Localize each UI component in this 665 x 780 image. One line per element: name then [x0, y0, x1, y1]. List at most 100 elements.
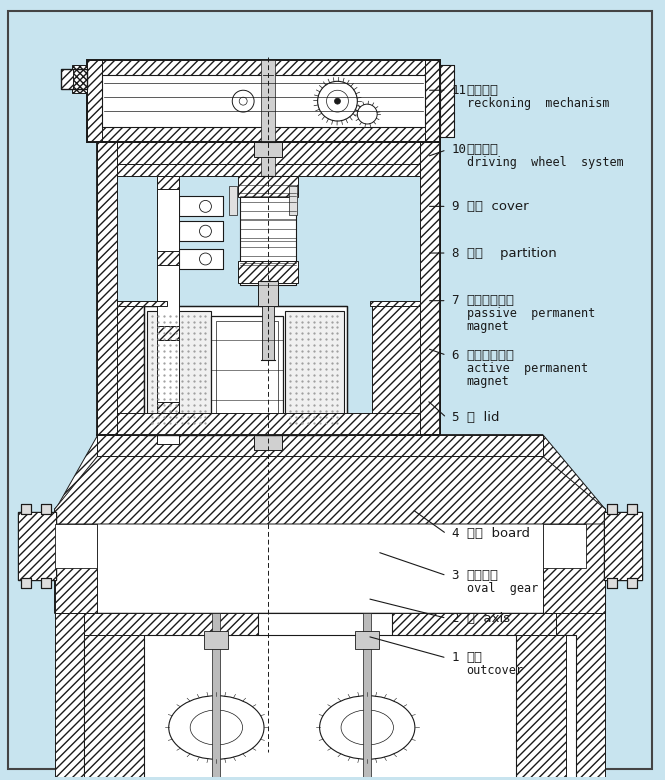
Bar: [440, 66, 454, 137]
Text: 11: 11: [452, 83, 467, 97]
Bar: [359, 777, 375, 780]
Bar: [41, 578, 51, 587]
Text: driving  wheel  system: driving wheel system: [467, 156, 623, 169]
Text: 外壳  cover: 外壳 cover: [467, 200, 528, 213]
Text: passive  permanent: passive permanent: [467, 307, 595, 320]
Bar: [21, 504, 31, 514]
Bar: [157, 222, 179, 241]
Bar: [627, 578, 637, 587]
Text: active  permanent: active permanent: [467, 362, 588, 374]
Bar: [240, 176, 296, 285]
Polygon shape: [55, 434, 97, 613]
Bar: [212, 613, 220, 780]
Bar: [229, 186, 237, 215]
Bar: [208, 777, 224, 780]
Bar: [372, 306, 420, 434]
Text: 被动永久磁铁: 被动永久磁铁: [467, 294, 515, 307]
Text: 湟圆齿轮: 湟圆齿轮: [467, 569, 499, 582]
Bar: [258, 613, 392, 638]
Text: 隔板    partition: 隔板 partition: [467, 246, 556, 260]
Bar: [157, 327, 179, 340]
Circle shape: [357, 105, 377, 124]
Text: 轴  axis: 轴 axis: [467, 612, 509, 625]
Bar: [157, 197, 179, 216]
Bar: [21, 578, 31, 587]
Bar: [21, 578, 31, 587]
Bar: [117, 413, 420, 434]
Text: 积算机构: 积算机构: [467, 83, 499, 97]
Bar: [179, 222, 223, 241]
Text: magnet: magnet: [467, 374, 509, 388]
Bar: [61, 69, 73, 89]
Bar: [627, 578, 637, 587]
Bar: [41, 504, 51, 514]
Bar: [238, 261, 298, 283]
Bar: [607, 578, 617, 587]
Text: 5: 5: [452, 411, 459, 424]
Bar: [440, 66, 454, 137]
Bar: [261, 61, 275, 715]
Bar: [144, 306, 347, 434]
Bar: [87, 127, 440, 142]
Polygon shape: [55, 456, 605, 524]
Text: oval  gear: oval gear: [467, 582, 538, 595]
Bar: [425, 61, 440, 142]
Polygon shape: [55, 434, 605, 613]
Bar: [157, 251, 179, 265]
Bar: [87, 61, 102, 142]
Text: 传动轮系: 传动轮系: [467, 144, 499, 156]
Bar: [370, 300, 420, 306]
Bar: [179, 197, 223, 216]
Bar: [18, 512, 56, 580]
Bar: [97, 142, 117, 434]
Bar: [117, 164, 420, 176]
Text: 6: 6: [452, 349, 459, 362]
Bar: [627, 504, 637, 514]
Circle shape: [318, 81, 357, 121]
Bar: [263, 76, 273, 142]
Bar: [607, 504, 617, 514]
Bar: [179, 222, 223, 241]
Text: magnet: magnet: [467, 320, 509, 333]
Text: 8: 8: [452, 246, 459, 260]
Bar: [144, 306, 347, 434]
Bar: [392, 613, 556, 638]
Circle shape: [200, 200, 211, 212]
Bar: [179, 249, 223, 269]
Text: 9: 9: [452, 200, 459, 213]
Bar: [543, 524, 586, 568]
Text: outcover: outcover: [467, 665, 523, 677]
Bar: [84, 635, 576, 780]
Bar: [179, 249, 223, 269]
Bar: [607, 578, 617, 587]
Circle shape: [334, 98, 340, 105]
Text: 2: 2: [452, 612, 459, 625]
Bar: [41, 504, 51, 514]
Bar: [41, 578, 51, 587]
Ellipse shape: [169, 696, 264, 759]
Bar: [84, 635, 144, 780]
Text: 10: 10: [452, 144, 467, 156]
Bar: [157, 402, 179, 416]
Bar: [18, 512, 56, 580]
Bar: [262, 306, 274, 360]
Bar: [285, 310, 344, 427]
Bar: [144, 434, 347, 456]
Bar: [117, 306, 165, 434]
Bar: [157, 176, 179, 444]
Bar: [87, 61, 440, 76]
Text: reckoning  mechanism: reckoning mechanism: [467, 97, 609, 110]
Bar: [204, 631, 228, 649]
Circle shape: [200, 225, 211, 237]
Bar: [289, 186, 297, 215]
Bar: [254, 434, 282, 449]
Bar: [144, 635, 516, 780]
Bar: [72, 66, 87, 94]
Circle shape: [232, 90, 254, 112]
Text: 3: 3: [452, 569, 459, 582]
Bar: [102, 76, 425, 127]
Bar: [506, 635, 566, 780]
Bar: [55, 524, 97, 568]
Bar: [238, 176, 298, 197]
Polygon shape: [97, 434, 543, 456]
